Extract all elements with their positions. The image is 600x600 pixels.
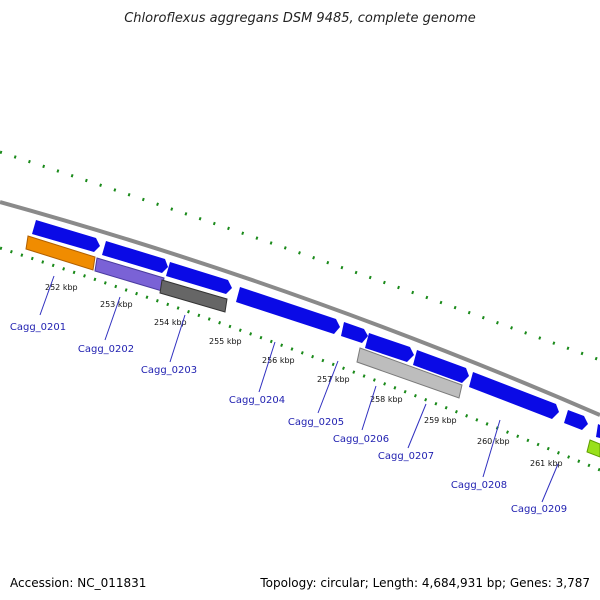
- leader-line: [407, 403, 427, 449]
- outer-tick-ring: [0, 150, 600, 362]
- leader-line: [104, 296, 121, 341]
- kbp-label: 258 kbp: [370, 395, 403, 404]
- inner-minor-ticks: [0, 246, 600, 472]
- forward-feature: [166, 262, 232, 294]
- outer-minor-ticks: [0, 150, 600, 362]
- kbp-label: 254 kbp: [154, 318, 187, 327]
- kbp-label: 255 kbp: [209, 337, 242, 346]
- gene-labels: Cagg_0201 Cagg_0202 Cagg_0203 Cagg_0204 …: [10, 322, 567, 515]
- gene-label[interactable]: Cagg_0209: [511, 504, 567, 515]
- labeled-features: [25, 235, 600, 458]
- gene-feature-cagg-0207: [356, 347, 463, 399]
- forward-feature: [469, 372, 559, 419]
- leader-line: [361, 385, 377, 431]
- kbp-label: 261 kbp: [530, 459, 563, 468]
- leader-line: [317, 360, 339, 414]
- kbp-label: 256 kbp: [262, 356, 295, 365]
- gene-label[interactable]: Cagg_0203: [141, 365, 197, 376]
- gene-label[interactable]: Cagg_0207: [378, 451, 434, 462]
- forward-feature: [32, 220, 100, 252]
- leader-line: [258, 341, 276, 393]
- kbp-label: 257 kbp: [317, 375, 350, 384]
- extra-feature: [586, 439, 600, 458]
- kbp-label: 253 kbp: [100, 300, 133, 309]
- map-title: Chloroflexus aggregans DSM 9485, complet…: [124, 11, 476, 26]
- forward-feature: [413, 350, 469, 383]
- leader-line: [541, 463, 559, 503]
- leader-line: [169, 314, 186, 363]
- gene-label[interactable]: Cagg_0205: [288, 417, 344, 428]
- kbp-label: 259 kbp: [424, 416, 457, 425]
- leader-line: [39, 275, 55, 316]
- gene-leader-lines: [39, 275, 559, 503]
- leader-line: [482, 419, 501, 478]
- genome-summary: Topology: circular; Length: 4,684,931 bp…: [259, 576, 590, 590]
- kbp-label: 252 kbp: [45, 283, 78, 292]
- gene-label[interactable]: Cagg_0201: [10, 322, 66, 333]
- forward-feature: [341, 322, 368, 343]
- genome-backbone: [0, 200, 600, 417]
- gene-feature-cagg-0201: [25, 235, 96, 271]
- forward-feature: [365, 333, 414, 362]
- forward-feature: [564, 410, 588, 430]
- forward-strand-features: [32, 220, 600, 438]
- forward-feature: [236, 287, 340, 334]
- forward-feature: [596, 424, 600, 438]
- inner-tick-ring: [0, 246, 600, 472]
- gene-label[interactable]: Cagg_0204: [229, 395, 285, 406]
- gene-label[interactable]: Cagg_0206: [333, 434, 389, 445]
- accession-label: Accession: NC_011831: [10, 576, 146, 590]
- forward-feature: [102, 241, 168, 273]
- gene-feature-cagg-0203: [159, 279, 228, 313]
- gene-label[interactable]: Cagg_0202: [78, 344, 134, 355]
- gene-label[interactable]: Cagg_0208: [451, 480, 507, 491]
